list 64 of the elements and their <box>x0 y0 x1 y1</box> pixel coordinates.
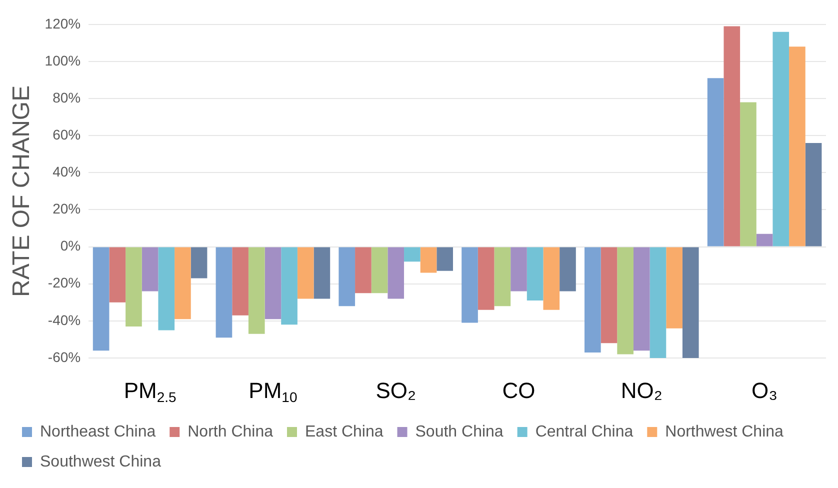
bar <box>338 247 356 306</box>
y-tick-label: 80% <box>52 89 81 106</box>
bar <box>158 247 175 330</box>
x-tick-label: SO₂ <box>376 378 416 403</box>
bar <box>264 247 282 320</box>
bar <box>174 247 191 320</box>
bar <box>772 32 790 246</box>
bar <box>740 102 756 246</box>
bar <box>650 247 666 358</box>
bar <box>297 247 314 299</box>
y-tick-label: 60% <box>52 126 81 142</box>
y-tick-label: 0% <box>60 238 81 254</box>
bar <box>232 247 248 316</box>
y-tick-label: -60% <box>48 348 81 365</box>
bar <box>666 247 682 328</box>
legend-label: Northeast China <box>40 423 156 440</box>
bar <box>371 247 388 294</box>
bar <box>682 247 699 358</box>
legend-label: Southwest China <box>40 453 162 470</box>
bar <box>707 78 724 246</box>
bar <box>724 26 740 246</box>
bar <box>617 247 634 354</box>
bar <box>756 234 773 246</box>
x-tick-label: CO <box>502 378 536 403</box>
bar <box>478 247 494 310</box>
bar <box>190 247 208 278</box>
bar <box>462 247 478 323</box>
bar <box>510 247 527 292</box>
bar <box>494 247 511 306</box>
legend-label: South China <box>415 423 504 440</box>
legend-label: Central China <box>535 423 634 440</box>
bar <box>526 247 544 301</box>
bar <box>109 247 126 302</box>
bar <box>388 247 404 299</box>
y-tick-label: -40% <box>48 312 81 328</box>
y-axis-title: RATE OF CHANGE <box>8 85 36 297</box>
y-tick-label: -20% <box>48 274 81 291</box>
y-tick-label: 100% <box>44 52 81 68</box>
bar <box>420 247 437 273</box>
bar <box>789 46 806 246</box>
bar <box>805 143 822 246</box>
bar <box>600 247 618 344</box>
bar <box>314 247 330 299</box>
bar <box>560 247 576 292</box>
bar <box>248 247 265 334</box>
bar <box>92 247 110 351</box>
bar <box>404 247 420 262</box>
bar <box>543 247 560 310</box>
legend-label: Northwest China <box>665 423 784 440</box>
x-tick-label: NO₂ <box>620 378 662 403</box>
legend-label: North China <box>188 423 274 440</box>
bar <box>584 247 601 352</box>
y-tick-label: 120% <box>44 15 81 32</box>
bar <box>281 247 298 325</box>
bar <box>436 247 453 271</box>
legend-label: East China <box>304 423 384 440</box>
bar <box>633 247 650 351</box>
x-tick-label: O₃ <box>752 378 778 403</box>
y-tick-label: 40% <box>52 164 81 180</box>
bar <box>216 247 232 338</box>
bar <box>126 247 142 326</box>
y-tick-label: 20% <box>52 200 81 217</box>
bar <box>142 247 158 292</box>
bar <box>355 247 372 294</box>
